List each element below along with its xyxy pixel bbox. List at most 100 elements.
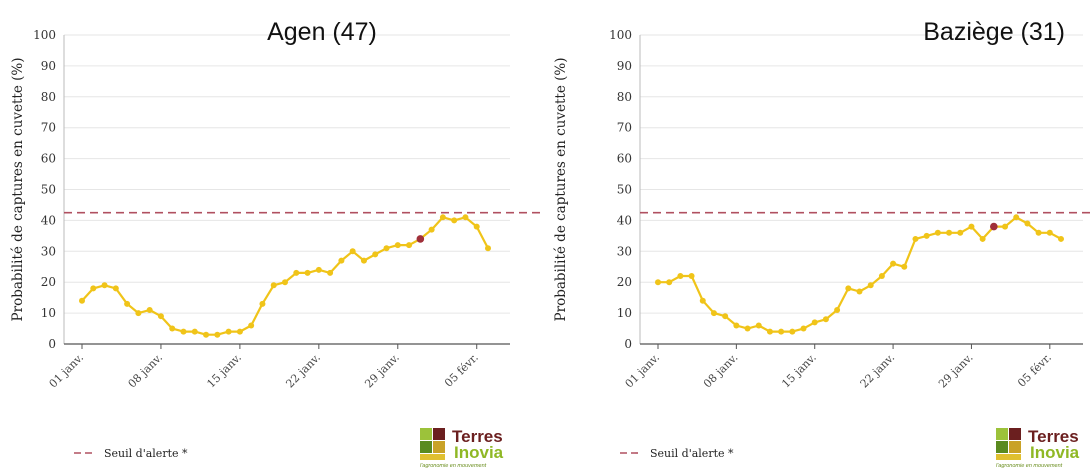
legend-label: Seuil d'alerte * — [104, 447, 188, 460]
x-tick-label: 08 janv. — [701, 351, 741, 391]
y-tick-label: 70 — [41, 121, 56, 135]
data-point — [778, 328, 785, 335]
y-axis-label: Probabilité de captures en cuvette (%) — [553, 58, 569, 322]
data-point — [112, 285, 119, 292]
x-tick-label: 22 janv. — [283, 351, 323, 391]
data-point — [203, 331, 210, 338]
data-point — [722, 313, 729, 320]
data-point — [766, 328, 773, 335]
highlight-point — [416, 235, 425, 243]
data-point — [327, 269, 334, 276]
chart-title: Baziège (31) — [923, 18, 1065, 46]
y-tick-label: 10 — [41, 306, 56, 320]
logo-square — [996, 441, 1008, 453]
gridlines — [640, 34, 1083, 314]
data-point — [934, 229, 941, 236]
x-tick-label: 29 janv. — [936, 351, 976, 391]
data-point — [485, 245, 491, 252]
data-point — [462, 214, 469, 221]
data-point — [473, 223, 480, 230]
x-tick-label: 15 janv. — [204, 351, 244, 391]
data-point — [451, 217, 458, 224]
gridlines — [64, 34, 510, 314]
data-point — [811, 319, 818, 326]
data-point — [394, 242, 401, 249]
data-point — [236, 328, 243, 335]
data-point — [699, 297, 706, 304]
highlight-point — [990, 222, 998, 231]
y-tick-label: 80 — [41, 90, 56, 104]
x-tick-label: 29 janv. — [362, 351, 402, 391]
data-point — [755, 322, 762, 329]
y-tick-label: 100 — [33, 28, 56, 42]
data-point — [428, 226, 435, 233]
y-tick-label: 20 — [41, 275, 56, 289]
data-point — [383, 245, 390, 252]
chart-title: Agen (47) — [267, 18, 377, 46]
data-point — [259, 300, 266, 307]
data-point — [90, 285, 97, 292]
logo-square — [996, 454, 1021, 460]
data-point — [406, 242, 413, 249]
logo-square — [420, 454, 445, 460]
data-point — [101, 282, 108, 289]
data-point — [923, 232, 930, 239]
data-point — [789, 328, 796, 335]
data-point — [1013, 214, 1020, 221]
data-point — [270, 282, 277, 289]
y-tick-label: 50 — [41, 183, 56, 197]
y-tick-label: 60 — [617, 152, 632, 166]
data-point — [744, 325, 751, 332]
x-axis-ticks: 01 janv. 08 janv. 15 janv. 22 janv. 29 janv.… — [47, 344, 481, 390]
logo-square — [1009, 441, 1021, 453]
data-point — [1058, 235, 1064, 242]
x-tick-label: 01 janv. — [47, 351, 87, 391]
data-point — [1002, 223, 1009, 230]
series-line — [658, 216, 1062, 333]
data-point — [733, 322, 740, 329]
data-point — [845, 285, 852, 292]
data-point — [79, 297, 85, 304]
data-point — [655, 279, 661, 286]
data-point — [946, 229, 953, 236]
data-point — [1046, 229, 1053, 236]
data-point — [867, 282, 874, 289]
data-point — [957, 229, 964, 236]
x-tick-label: 15 janv. — [779, 351, 819, 391]
data-point — [338, 257, 345, 264]
chart-panel-baziege: 0 10 20 30 40 50 60 70 80 90 100 01 janv. 08 janv. 15… — [546, 0, 1091, 473]
logo-square — [1009, 428, 1021, 440]
chart-baziege: 0 10 20 30 40 50 60 70 80 90 100 01 janv. 08 janv. 15… — [553, 18, 1091, 469]
data-point — [372, 251, 379, 258]
x-tick-label: 05 févr. — [1015, 351, 1054, 390]
series-line — [81, 216, 489, 336]
y-tick-label: 30 — [617, 244, 632, 258]
y-tick-label: 40 — [617, 213, 632, 227]
data-point — [1035, 229, 1042, 236]
y-tick-label: 40 — [41, 213, 56, 227]
x-tick-label: 08 janv. — [126, 351, 166, 391]
y-tick-label: 30 — [41, 244, 56, 258]
series-points — [79, 214, 491, 338]
logo-square — [420, 428, 432, 440]
logo-square — [996, 428, 1008, 440]
x-tick-label: 05 févr. — [442, 351, 481, 390]
logo-text: Inovia — [1030, 443, 1080, 462]
data-point — [968, 223, 975, 230]
data-point — [979, 235, 986, 242]
logo-square — [420, 441, 432, 453]
data-point — [225, 328, 232, 335]
data-point — [315, 266, 322, 273]
x-tick-label: 01 janv. — [623, 351, 663, 391]
data-point — [146, 307, 153, 314]
y-tick-label: 90 — [41, 59, 56, 73]
data-point — [901, 263, 908, 270]
x-tick-label: 22 janv. — [858, 351, 898, 391]
y-tick-label: 80 — [617, 90, 632, 104]
data-point — [710, 310, 717, 317]
data-point — [169, 325, 176, 332]
series-points — [655, 214, 1064, 335]
data-point — [180, 328, 187, 335]
legend: Seuil d'alerte * — [620, 447, 734, 460]
